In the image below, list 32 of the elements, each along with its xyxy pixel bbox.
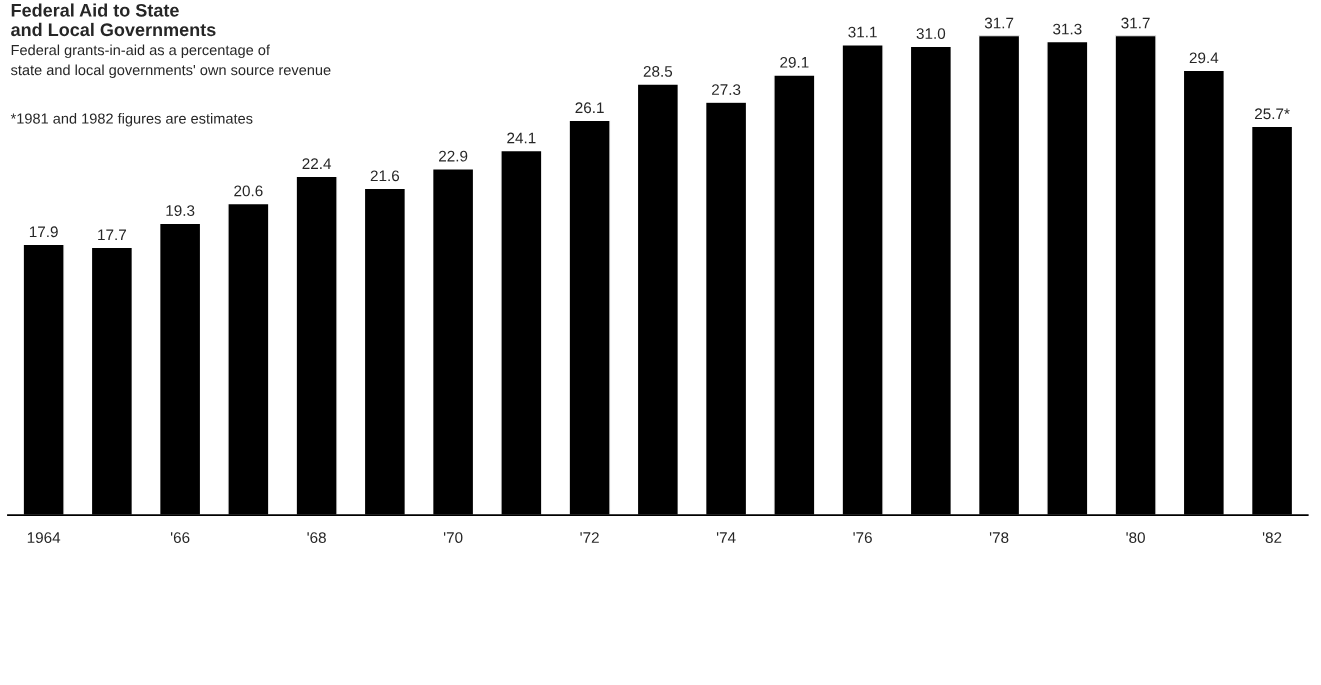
data-label: 28.5 xyxy=(643,66,673,77)
data-label: 17.9 xyxy=(29,226,58,238)
x-tick-label: 1964 xyxy=(27,532,61,544)
data-label: 24.1 xyxy=(507,132,536,144)
data-label: 19.3 xyxy=(166,205,195,216)
data-label: 31.7 xyxy=(1121,17,1150,29)
x-tick-label: '78 xyxy=(989,532,1009,544)
data-label: 31.7 xyxy=(984,17,1014,29)
text: Federal grants-in-aid as a percentage of state and local governments' own source revenue xyxy=(10,44,331,79)
annotation: *1981 and 1982 figures are estimates xyxy=(10,113,253,127)
data-label: 25.7* xyxy=(1255,108,1290,120)
x-tick-label: '72 xyxy=(580,532,599,543)
x-tick-label: '70 xyxy=(443,532,463,544)
chart-title: Federal Aid to State and Local Governments xyxy=(11,3,216,37)
data-label: 20.6 xyxy=(234,185,263,197)
x-tick-label: '80 xyxy=(1126,532,1145,544)
x-tick-label: '74 xyxy=(716,532,736,543)
x-tick-label: '82 xyxy=(1262,532,1282,544)
data-label: 22.9 xyxy=(439,150,468,162)
data-label: 17.7 xyxy=(98,229,126,241)
data-label: 22.4 xyxy=(302,158,332,169)
data-label: 31.1 xyxy=(848,26,877,38)
data-label: 26.1 xyxy=(575,102,604,114)
data-label: 27.3 xyxy=(712,84,741,95)
data-label: 31.3 xyxy=(1053,23,1082,35)
x-tick-label: '66 xyxy=(170,532,190,544)
data-label: 29.4 xyxy=(1189,52,1219,64)
data-label: 29.1 xyxy=(780,56,809,68)
data-label: 21.6 xyxy=(370,170,400,182)
x-tick-label: '76 xyxy=(853,532,872,544)
x-tick-label: '68 xyxy=(307,532,326,544)
data-label: 31.0 xyxy=(916,28,946,40)
